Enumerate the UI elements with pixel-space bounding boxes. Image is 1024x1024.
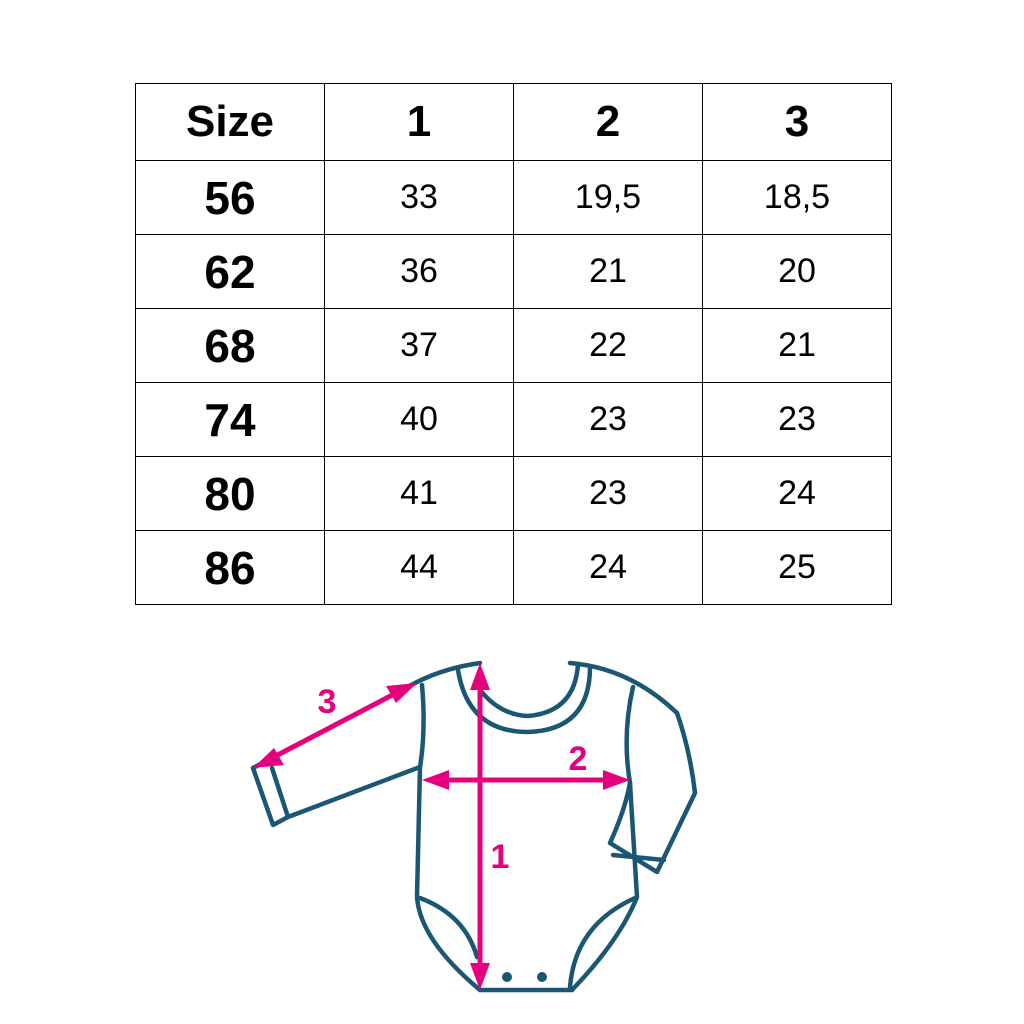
right-armhole [624, 684, 636, 786]
arrow-head [470, 963, 490, 990]
size-cell: 74 [135, 382, 325, 457]
size-table: Size 1 2 3 56 33 19,5 18,5 62 36 21 20 68 37 22 21 7… [135, 83, 892, 605]
measurement-cell: 18,5 [702, 160, 892, 235]
table-row: 80 41 23 24 [135, 456, 892, 531]
label-1: 1 [491, 838, 510, 876]
measurement-cell: 41 [324, 456, 514, 531]
shoulder-left [414, 660, 483, 685]
arrow-3-sleeve [268, 688, 402, 762]
bodysuit-outline [250, 660, 698, 993]
measurement-cell: 37 [324, 308, 514, 383]
right-leg-opening [567, 895, 638, 990]
header-2: 2 [513, 83, 703, 161]
table-row: 56 33 19,5 18,5 [135, 160, 892, 235]
table-row: 62 36 21 20 [135, 234, 892, 309]
shoulder-right [567, 660, 680, 716]
measurement-cell: 40 [324, 382, 514, 457]
label-3: 3 [318, 683, 337, 721]
snap-button [502, 972, 512, 982]
body-right [569, 780, 640, 993]
size-cell: 62 [135, 234, 325, 309]
right-cuff [610, 852, 667, 863]
measurement-cell: 44 [324, 530, 514, 605]
body-left [414, 682, 483, 993]
arrow-head [253, 748, 284, 768]
measure-arrows [253, 663, 630, 990]
arrow-head [470, 663, 490, 690]
measurement-cell: 21 [513, 234, 703, 309]
label-2: 2 [569, 740, 588, 778]
table-row: 68 37 22 21 [135, 308, 892, 383]
size-cell: 86 [135, 530, 325, 605]
left-cuff-line [269, 765, 291, 820]
measurement-cell: 33 [324, 160, 514, 235]
measurement-cell: 21 [702, 308, 892, 383]
size-cell: 80 [135, 456, 325, 531]
measurement-cell: 23 [702, 382, 892, 457]
measurement-cell: 24 [513, 530, 703, 605]
header-size: Size [135, 83, 325, 161]
neck-collar [455, 664, 593, 735]
measurement-cell: 36 [324, 234, 514, 309]
arrow-head [422, 770, 449, 790]
measurement-cell: 25 [702, 530, 892, 605]
header-1: 1 [324, 83, 514, 161]
neck-inner [477, 661, 581, 719]
table-row: 86 44 24 25 [135, 530, 892, 605]
arrow-head [386, 683, 417, 703]
table-row: 74 40 23 23 [135, 382, 892, 457]
arrow-head [603, 770, 630, 790]
measurement-cell: 23 [513, 456, 703, 531]
left-leg-opening [417, 895, 480, 960]
measurement-cell: 20 [702, 234, 892, 309]
right-sleeve [607, 710, 698, 875]
snap-button [537, 972, 547, 982]
measurement-cell: 24 [702, 456, 892, 531]
size-cell: 68 [135, 308, 325, 383]
